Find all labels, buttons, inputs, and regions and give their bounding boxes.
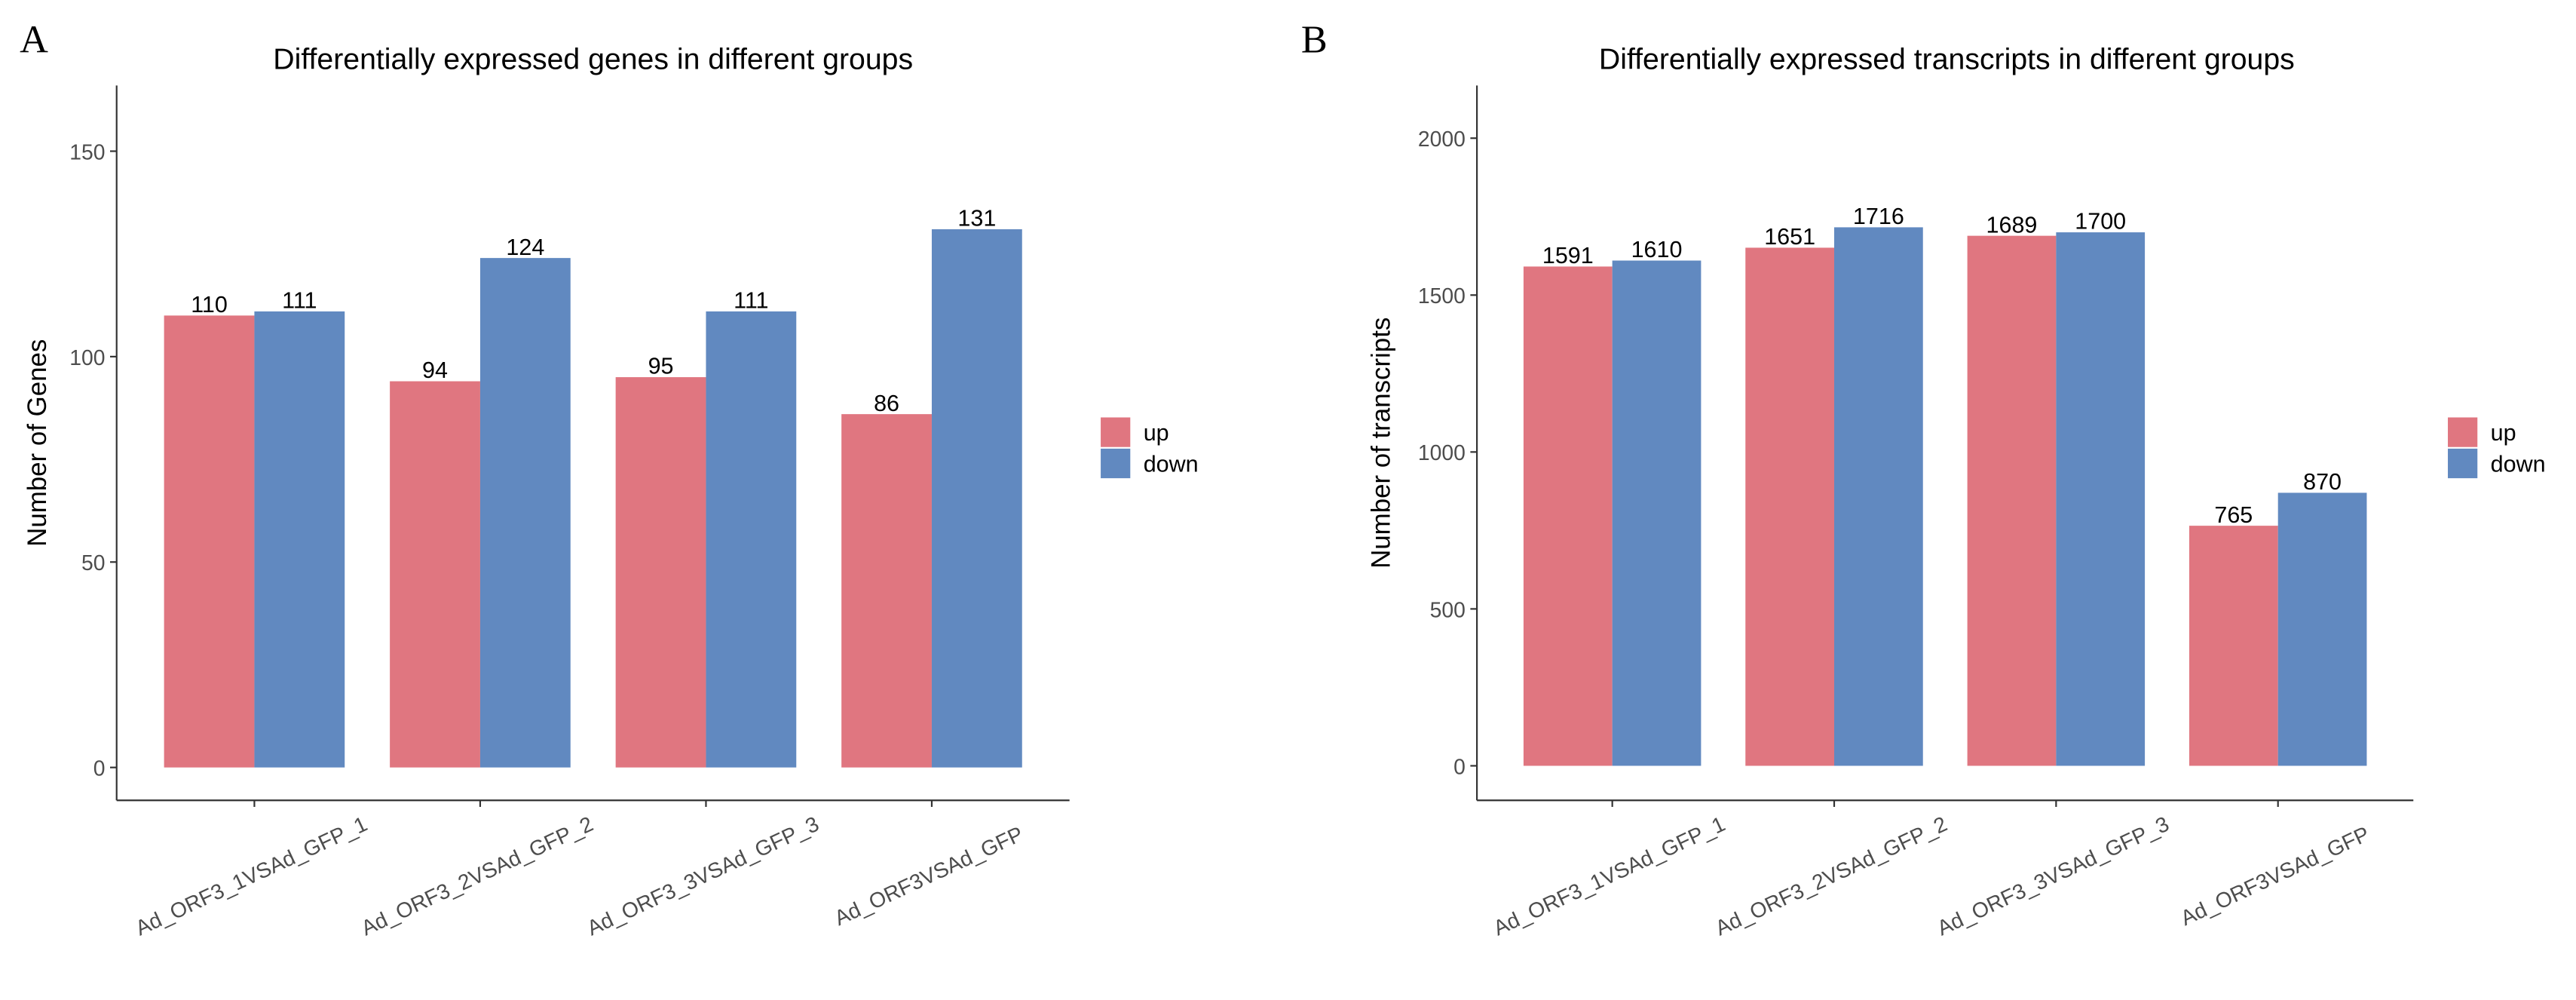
legend-swatch bbox=[1101, 417, 1131, 447]
value-label: 94 bbox=[422, 357, 448, 383]
value-label: 1610 bbox=[1631, 237, 1683, 262]
chart-title: Differentially expressed transcripts in … bbox=[1599, 43, 2295, 76]
x-tick-label: Ad_ORF3_1VSAd_GFP_1 bbox=[132, 812, 371, 941]
bar bbox=[164, 315, 255, 768]
value-label: 765 bbox=[2214, 502, 2253, 528]
panel-label: B bbox=[1301, 18, 1328, 62]
x-tick-label: Ad_ORF3_3VSAd_GFP_3 bbox=[1934, 812, 2173, 941]
value-label: 111 bbox=[734, 288, 768, 314]
legend-label: down bbox=[1144, 451, 1199, 477]
legend-label: down bbox=[2491, 451, 2546, 477]
bar bbox=[1523, 266, 1613, 766]
x-tick-label: Ad_ORF3_1VSAd_GFP_1 bbox=[1490, 812, 1729, 941]
y-tick-label: 100 bbox=[69, 346, 105, 370]
bar bbox=[479, 258, 571, 768]
panel-label: A bbox=[20, 18, 48, 62]
value-label: 870 bbox=[2303, 469, 2342, 495]
value-label: 1716 bbox=[1853, 204, 1904, 229]
bar bbox=[2189, 526, 2278, 766]
value-label: 131 bbox=[957, 206, 996, 232]
x-tick-label: Ad_ORF3_2VSAd_GFP_2 bbox=[1712, 812, 1951, 941]
value-label: 124 bbox=[506, 235, 544, 260]
value-label: 1651 bbox=[1764, 224, 1815, 250]
legend-label: up bbox=[1144, 420, 1169, 446]
x-tick-label: Ad_ORF3_2VSAd_GFP_2 bbox=[357, 812, 596, 941]
y-tick-label: 50 bbox=[81, 551, 106, 575]
y-tick-label: 0 bbox=[93, 757, 106, 781]
x-tick-label: Ad_ORF3VSAd_GFP bbox=[2177, 822, 2373, 931]
value-label: 95 bbox=[648, 354, 674, 379]
bar bbox=[390, 381, 480, 768]
bar bbox=[615, 377, 706, 768]
legend-swatch bbox=[2448, 417, 2478, 447]
value-label: 110 bbox=[191, 292, 228, 317]
bar bbox=[2277, 492, 2367, 766]
value-label: 1700 bbox=[2075, 209, 2126, 235]
y-tick-label: 1000 bbox=[1418, 441, 1466, 465]
y-axis-title: Number of Genes bbox=[23, 339, 52, 547]
value-label: 1591 bbox=[1542, 243, 1594, 268]
legend-swatch bbox=[2448, 448, 2478, 479]
y-tick-label: 150 bbox=[69, 140, 105, 164]
bar bbox=[254, 311, 345, 768]
chart-title: Differentially expressed genes in differ… bbox=[273, 43, 913, 76]
bar bbox=[931, 229, 1022, 768]
y-tick-label: 0 bbox=[1453, 755, 1466, 779]
bar bbox=[1612, 260, 1702, 766]
value-label: 111 bbox=[282, 288, 317, 314]
y-tick-label: 2000 bbox=[1418, 127, 1466, 152]
legend-label: up bbox=[2491, 420, 2516, 446]
legend-swatch bbox=[1101, 448, 1131, 479]
value-label: 1689 bbox=[1986, 212, 2038, 238]
y-tick-label: 500 bbox=[1430, 598, 1466, 622]
bar bbox=[1967, 235, 2057, 766]
bar bbox=[706, 311, 797, 768]
x-tick-label: Ad_ORF3VSAd_GFP bbox=[831, 822, 1027, 931]
bar bbox=[1834, 227, 1923, 766]
y-axis-title: Number of transcripts bbox=[1367, 317, 1396, 569]
x-tick-label: Ad_ORF3_3VSAd_GFP_3 bbox=[584, 812, 822, 941]
bar bbox=[2056, 232, 2146, 766]
bar bbox=[1745, 247, 1835, 766]
y-tick-label: 1500 bbox=[1418, 284, 1466, 308]
value-label: 86 bbox=[874, 391, 899, 416]
bar bbox=[841, 414, 932, 768]
